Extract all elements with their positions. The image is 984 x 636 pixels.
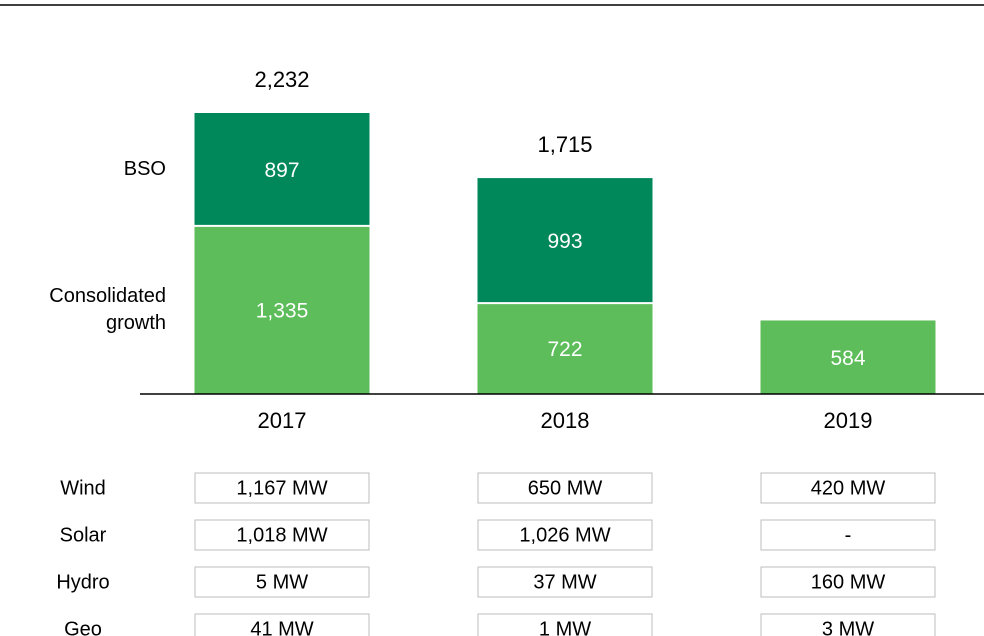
table-cell-text: 1 MW: [539, 618, 591, 636]
value-label: 584: [830, 347, 865, 370]
x-tick-label: 2019: [824, 408, 873, 433]
table-cell: [194, 566, 370, 598]
bar-segment: [194, 225, 370, 394]
row-label: Hydro: [56, 571, 109, 593]
bar-segment: [760, 320, 936, 394]
table-cell-text: 5 MW: [256, 571, 308, 593]
legend-item: Consolidated growth: [49, 284, 166, 334]
table-cell: [760, 519, 936, 551]
table-cell: [477, 519, 653, 551]
row-label: Geo: [64, 618, 102, 636]
legend-item: BSO: [123, 157, 166, 180]
table-cell: [194, 472, 370, 504]
table-cell: [477, 566, 653, 598]
table-cell: [477, 472, 653, 504]
total-label: 2,232: [254, 67, 309, 92]
table-cell-text: 1,026 MW: [519, 524, 610, 546]
table-cell-text: -: [845, 524, 852, 546]
table-cell: [760, 566, 936, 598]
bar-segment: [194, 113, 370, 226]
table-cell: [760, 613, 936, 636]
x-tick-label: 2017: [258, 408, 307, 433]
table-cell: [477, 613, 653, 636]
legend-label: Consolidated growth: [49, 284, 166, 334]
bar-segment: [477, 303, 653, 394]
bar-segment: [477, 178, 653, 304]
value-label: 897: [264, 159, 299, 182]
value-label: 1,335: [256, 300, 309, 323]
table-cell-text: 41 MW: [250, 618, 313, 636]
table-cell: [194, 519, 370, 551]
table-cell-text: 160 MW: [811, 571, 886, 593]
table-cell-text: 3 MW: [822, 618, 874, 636]
table-cell-text: 37 MW: [533, 571, 596, 593]
table-cell-text: 650 MW: [528, 477, 603, 499]
table-cell: [194, 613, 370, 636]
value-label: 993: [547, 230, 582, 253]
table-cell-text: 420 MW: [811, 477, 886, 499]
table-cell-text: 1,018 MW: [236, 524, 327, 546]
x-tick-label: 2018: [541, 408, 590, 433]
row-label: Wind: [60, 477, 106, 499]
table-cell: [760, 472, 936, 504]
legend-label: BSO: [123, 157, 166, 180]
row-label: Solar: [60, 524, 107, 546]
value-label: 722: [547, 338, 582, 361]
table-cell-text: 1,167 MW: [236, 477, 327, 499]
total-label: 1,715: [537, 132, 592, 157]
